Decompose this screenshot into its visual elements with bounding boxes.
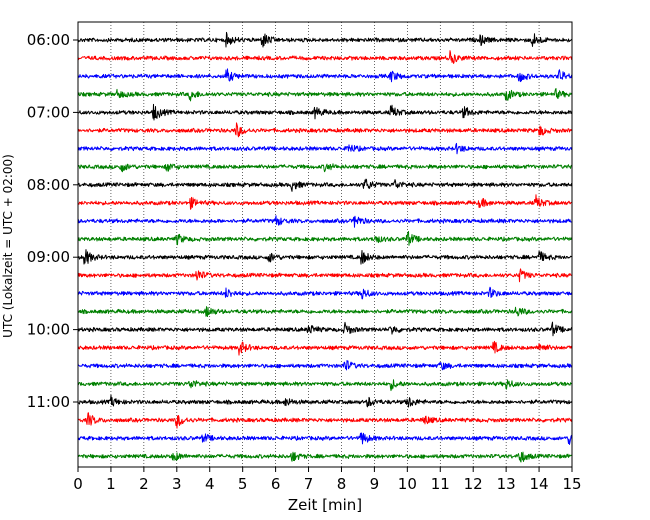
trace-0900: [77, 249, 573, 265]
x-axis-label: Zeit [min]: [288, 496, 362, 514]
y-axis-label: UTC (Lokalzeit = UTC + 02:00): [1, 154, 15, 338]
y-tick-label-1: 07:00: [27, 103, 70, 121]
trace-0800: [77, 178, 573, 192]
y-tick-label-3: 09:00: [27, 248, 70, 266]
plot-frame: [77, 21, 573, 468]
x-axis: 0 1 2 3 4 5 6 7 8 9 10 11 12 13 14 15: [73, 467, 582, 493]
trace-0600: [77, 31, 573, 48]
trace-0915: [77, 268, 573, 283]
trace-0615: [77, 50, 573, 64]
x-tick-label-7: 7: [304, 475, 314, 493]
x-tick-label-5: 5: [238, 475, 248, 493]
trace-0700: [77, 103, 573, 121]
x-tick-label-1: 1: [106, 475, 116, 493]
trace-0945: [77, 306, 573, 318]
y-tick-label-0: 06:00: [27, 31, 70, 49]
x-tick-label-4: 4: [205, 475, 215, 493]
x-tick-label-11: 11: [431, 475, 450, 493]
x-tick-label-2: 2: [139, 475, 149, 493]
trace-0815: [77, 194, 573, 210]
x-tick-label-6: 6: [271, 475, 281, 493]
x-tick-label-10: 10: [398, 475, 417, 493]
trace-1130: [77, 432, 573, 445]
trace-0630: [77, 68, 573, 83]
trace-1145: [77, 451, 573, 463]
y-axis: 06:00 07:00 08:00 09:00 10:00 11:00: [27, 31, 78, 411]
y-tick-label-5: 11:00: [27, 393, 70, 411]
x-tick-label-12: 12: [464, 475, 483, 493]
x-tick-label-14: 14: [530, 475, 549, 493]
x-tick-label-9: 9: [370, 475, 380, 493]
trace-0745: [77, 163, 573, 173]
y-tick-label-4: 10:00: [27, 321, 70, 339]
seismic-traces: [77, 31, 573, 463]
trace-0830: [77, 215, 573, 228]
x-tick-label-13: 13: [497, 475, 516, 493]
trace-1045: [77, 379, 573, 392]
trace-0715: [77, 122, 573, 138]
x-tick-label-0: 0: [73, 475, 83, 493]
trace-0730: [77, 142, 573, 155]
trace-0930: [77, 286, 573, 300]
trace-1015: [77, 340, 573, 356]
x-tick-label-8: 8: [337, 475, 347, 493]
x-tick-label-3: 3: [172, 475, 182, 493]
x-tick-label-15: 15: [562, 475, 581, 493]
trace-1115: [77, 412, 573, 429]
trace-0845: [77, 231, 573, 246]
trace-1000: [77, 321, 573, 337]
trace-1100: [77, 394, 573, 408]
trace-0645: [77, 88, 573, 102]
trace-1030: [77, 359, 573, 371]
y-tick-label-2: 08:00: [27, 176, 70, 194]
